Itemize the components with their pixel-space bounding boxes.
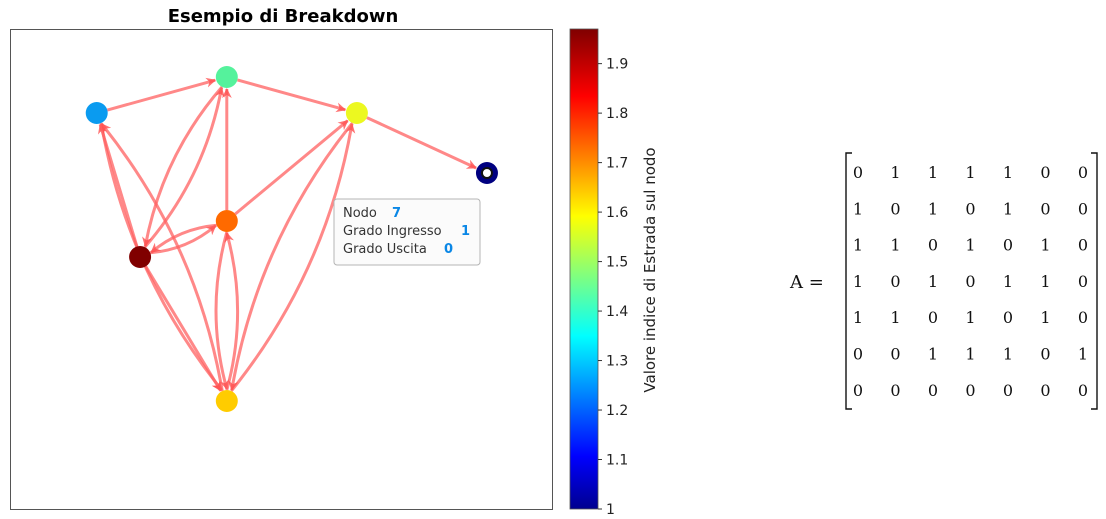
graph-edge <box>143 86 225 249</box>
matrix-cell: 1 <box>1040 272 1050 291</box>
matrix-cell: 1 <box>965 345 975 364</box>
matrix-cell: 0 <box>965 272 975 291</box>
matrix-cell: 1 <box>853 236 863 255</box>
selected-node-marker <box>480 167 493 179</box>
graph-edge <box>150 223 217 254</box>
matrix-cell: 0 <box>853 345 863 364</box>
colorbar-label: Valore indice di Estrada sul nodo <box>641 147 659 392</box>
graph-node[interactable] <box>345 102 368 124</box>
matrix-cell: 0 <box>890 199 900 218</box>
datatip-label-nodo: Nodo <box>343 206 377 221</box>
datatip-box <box>333 198 481 266</box>
matrix-cell: 0 <box>890 381 900 400</box>
colorbar-tick-label: 1.8 <box>606 106 628 122</box>
graph-edge <box>142 85 224 248</box>
graph-edge <box>224 232 240 391</box>
matrix-label: A = <box>789 272 824 293</box>
matrix-cell: 0 <box>928 308 938 327</box>
matrix-cell: 0 <box>890 272 900 291</box>
graph-edge <box>230 122 356 392</box>
matrix-cell: 1 <box>853 272 863 291</box>
matrix-cell: 0 <box>853 163 863 182</box>
datatip-value-ingresso: 1 <box>461 224 470 239</box>
colorbar-tick-label: 1.4 <box>606 304 628 320</box>
matrix-cell: 0 <box>1040 163 1050 182</box>
matrix-cell: 0 <box>1078 381 1088 400</box>
graph-node[interactable] <box>85 102 108 124</box>
colorbar-tick-label: 1.6 <box>606 205 628 221</box>
graph-edge <box>214 231 230 390</box>
matrix-cell: 1 <box>1040 236 1050 255</box>
matrix-cell: 1 <box>853 199 863 218</box>
datatip-label-uscita: Grado Uscita <box>343 242 427 257</box>
matrix-cell: 0 <box>1003 381 1013 400</box>
matrix-cell: 0 <box>1078 236 1088 255</box>
matrix-cell: 1 <box>1040 308 1050 327</box>
colorbar-tick-label: 1.2 <box>606 403 628 419</box>
matrix-cell: 0 <box>1040 381 1050 400</box>
matrix-cell: 1 <box>965 236 975 255</box>
matrix-cell: 0 <box>890 345 900 364</box>
colorbar-ticks: 1 1.1 1.2 1.3 1.4 1.5 1.6 1.7 1.8 1.9 <box>598 57 628 518</box>
matrix-cell: 1 <box>890 308 900 327</box>
matrix-cell: 1 <box>965 163 975 182</box>
matrix-cell: 1 <box>1003 272 1013 291</box>
colorbar-tick-label: 1.5 <box>606 255 628 271</box>
graph-edge <box>106 77 217 112</box>
graph-node[interactable] <box>129 246 152 268</box>
graph-nodes <box>85 66 498 412</box>
datatip-value-uscita: 0 <box>444 242 453 257</box>
matrix-cell: 1 <box>1003 199 1013 218</box>
plot-area <box>10 29 553 510</box>
graph-node[interactable] <box>215 390 238 412</box>
graph-edge <box>234 119 349 216</box>
matrix-cell: 1 <box>965 308 975 327</box>
matrix-cell: 1 <box>890 163 900 182</box>
matrix-cell: 0 <box>1078 163 1088 182</box>
matrix-cell: 1 <box>928 272 938 291</box>
matrix-cell: 0 <box>965 199 975 218</box>
graph-edge <box>366 116 477 170</box>
matrix-cell: 0 <box>1078 308 1088 327</box>
matrix-cell: 1 <box>928 345 938 364</box>
matrix-cell: 0 <box>1003 236 1013 255</box>
matrix-cell: 0 <box>1040 345 1050 364</box>
colorbar-tick-label: 1.9 <box>606 57 628 73</box>
colorbar-tick-label: 1.7 <box>606 156 628 172</box>
graph-node[interactable] <box>215 210 238 232</box>
matrix-cells: 0 1 1 1 1 0 0 1 0 1 0 1 0 0 1 1 0 1 0 1 0 1 0 1 0 1 1 0 1 1 0 1 0 1 0 0 0 1 1 1… <box>853 163 1088 400</box>
matrix-cell: 0 <box>1078 272 1088 291</box>
matrix-brackets <box>845 152 1098 410</box>
matrix-cell: 0 <box>1078 199 1088 218</box>
node-datatip: Nodo 7 Grado Ingresso 1 Grado Uscita 0 <box>333 198 481 266</box>
datatip-value-nodo: 7 <box>392 206 401 221</box>
matrix-cell: 1 <box>853 308 863 327</box>
graph-edge <box>228 122 354 392</box>
graph-edge <box>237 78 347 113</box>
matrix-cell: 1 <box>890 236 900 255</box>
colorbar <box>569 28 599 510</box>
matrix-cell: 1 <box>928 163 938 182</box>
matrix-cell: 1 <box>1078 345 1088 364</box>
matrix-cell: 0 <box>928 236 938 255</box>
matrix-cell: 0 <box>1040 199 1050 218</box>
datatip-label-ingresso: Grado Ingresso <box>343 224 442 239</box>
graph-node[interactable] <box>215 66 238 88</box>
plot-title: Esempio di Breakdown <box>168 6 399 27</box>
graph-edge <box>100 122 224 392</box>
matrix-cell: 1 <box>928 199 938 218</box>
matrix-cell: 0 <box>965 381 975 400</box>
colorbar-tick-label: 1 <box>606 502 615 518</box>
matrix-cell: 0 <box>1003 308 1013 327</box>
colorbar-tick-label: 1.1 <box>606 453 628 469</box>
matrix-cell: 1 <box>1003 345 1013 364</box>
matrix-cell: 0 <box>853 381 863 400</box>
colorbar-tick-label: 1.3 <box>606 354 628 370</box>
matrix-cell: 0 <box>928 381 938 400</box>
matrix-cell: 1 <box>1003 163 1013 182</box>
